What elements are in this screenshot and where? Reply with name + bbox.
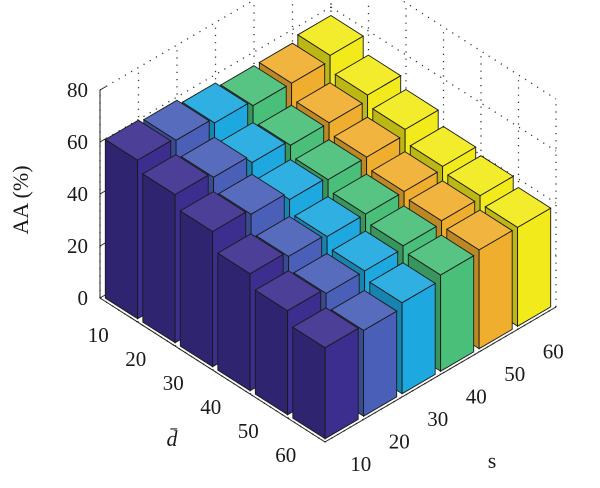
z-axis-label: AA (%) xyxy=(8,165,33,234)
bar-top-face xyxy=(333,116,401,158)
grid-lines xyxy=(99,0,557,443)
bar-top-face xyxy=(407,234,475,276)
bar-left-face xyxy=(104,138,139,320)
bar-left-face xyxy=(179,210,214,368)
bar-top-face xyxy=(293,196,362,238)
bar-left-face xyxy=(217,252,251,392)
z-tick-label: 40 xyxy=(67,182,88,206)
bar-top-face xyxy=(141,154,210,196)
bar-top-face xyxy=(180,136,248,178)
bar-top-face xyxy=(332,173,400,215)
d-tick-label: 30 xyxy=(163,371,184,395)
bar-top-face xyxy=(217,173,286,215)
bar-top-face xyxy=(445,209,514,251)
z-tick-label: 0 xyxy=(78,286,89,310)
bar-top-face xyxy=(294,139,363,181)
bar-top-face xyxy=(255,215,323,257)
s-tick-label: 60 xyxy=(543,339,564,363)
bar-top-face xyxy=(179,191,247,233)
s-tick-label: 10 xyxy=(350,452,371,476)
bar-top-face xyxy=(258,42,326,84)
z-tick-label: 60 xyxy=(67,130,88,154)
axes xyxy=(99,86,557,443)
bar-top-face xyxy=(330,289,398,331)
d-tick-label: 20 xyxy=(125,347,146,371)
bar-top-face xyxy=(371,88,440,130)
x-axis-label: s xyxy=(488,448,497,473)
bar-top-face xyxy=(104,119,172,161)
bar-top-face xyxy=(369,205,438,247)
bars xyxy=(104,14,552,440)
bar-top-face xyxy=(296,14,365,56)
s-tick-label: 50 xyxy=(504,362,525,386)
bar-top-face xyxy=(219,65,288,107)
bar-top-face xyxy=(181,82,249,124)
z-tick-label: 80 xyxy=(67,78,88,102)
s-tick-label: 20 xyxy=(389,429,410,453)
bar-top-face xyxy=(334,54,402,96)
d-tick-label: 60 xyxy=(275,443,296,467)
bar-left-face xyxy=(254,289,289,416)
d-tick-label: 10 xyxy=(88,323,109,347)
tick-labels: 0 20 40 60 80 10 20 30 40 50 60 10 20 30 40 50 60 xyxy=(67,78,564,476)
z-tick-label: 20 xyxy=(67,234,88,258)
bar-left-face xyxy=(142,173,176,344)
bar-top-face xyxy=(368,262,437,304)
s-tick-label: 30 xyxy=(427,407,448,431)
d-tick-label: 40 xyxy=(200,395,221,419)
s-axis-line xyxy=(324,306,557,443)
d-tick-label: 50 xyxy=(238,419,259,443)
bar-top-face xyxy=(331,230,399,272)
d-axis-line xyxy=(99,297,326,443)
bar-top-face xyxy=(370,151,439,193)
bar-front-face xyxy=(517,207,552,327)
bar-top-face xyxy=(409,125,477,167)
bar-front-face xyxy=(440,254,475,372)
bar-top-face xyxy=(446,155,515,197)
bar-top-face xyxy=(295,82,364,124)
bar-top-face xyxy=(257,104,325,146)
bar-front-face xyxy=(478,229,513,350)
bar-top-face xyxy=(254,270,322,312)
bar-s10-d60 xyxy=(291,307,360,440)
bar-top-face xyxy=(216,233,285,275)
bar-top-face xyxy=(408,180,476,222)
bar-top-face xyxy=(142,99,211,141)
s-tick-label: 40 xyxy=(466,384,487,408)
y-axis-label: d̄ xyxy=(167,426,179,451)
z-tick-mark xyxy=(99,86,107,91)
bar-top-face xyxy=(291,307,360,349)
bar-top-face xyxy=(292,252,361,294)
bar-top-face xyxy=(484,186,552,228)
